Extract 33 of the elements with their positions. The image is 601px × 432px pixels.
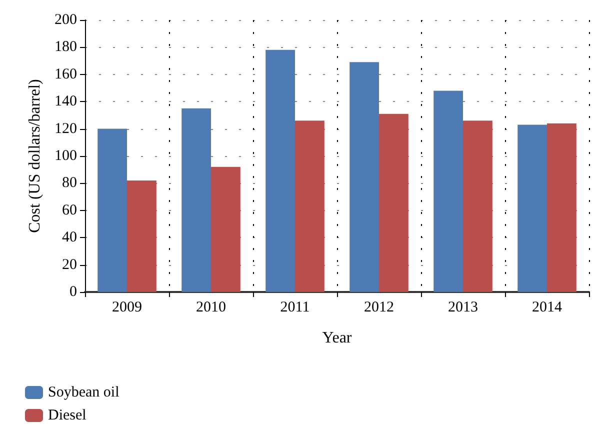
- y-tick-label: 0: [70, 284, 77, 300]
- y-tick-label: 100: [54, 148, 77, 164]
- bar: [182, 108, 211, 292]
- y-tick-label: 120: [54, 120, 77, 137]
- y-axis-title: Cost (US dollars/barrel): [26, 79, 44, 233]
- bar: [211, 166, 240, 292]
- bar: [98, 128, 127, 292]
- y-tick-label: 180: [54, 39, 77, 56]
- bar: [379, 114, 408, 292]
- bar: [127, 180, 156, 292]
- bar: [295, 120, 324, 292]
- y-tick-label: 20: [62, 256, 77, 273]
- bar: [434, 90, 463, 292]
- bar: [266, 50, 295, 292]
- y-tick-label: 140: [54, 94, 77, 110]
- x-tick-label: 2014: [532, 300, 562, 316]
- y-tick-label: 200: [54, 12, 77, 28]
- y-tick-label: 160: [54, 66, 77, 82]
- x-tick-label: 2013: [448, 300, 478, 316]
- x-tick-label: 2012: [364, 300, 394, 316]
- bar: [463, 120, 492, 292]
- x-tick-label: 2010: [196, 300, 226, 316]
- legend-label: Soybean oil: [48, 384, 120, 400]
- bar: [350, 62, 379, 292]
- legend-label: Diesel: [48, 408, 86, 424]
- bar: [518, 124, 547, 292]
- x-axis-title: Year: [322, 330, 352, 346]
- y-tick-label: 40: [62, 230, 77, 246]
- bar: [547, 123, 576, 292]
- x-tick-label: 2011: [280, 300, 310, 316]
- y-tick-label: 60: [62, 202, 77, 218]
- x-tick-label: 2009: [112, 300, 142, 316]
- y-tick-label: 80: [62, 175, 77, 192]
